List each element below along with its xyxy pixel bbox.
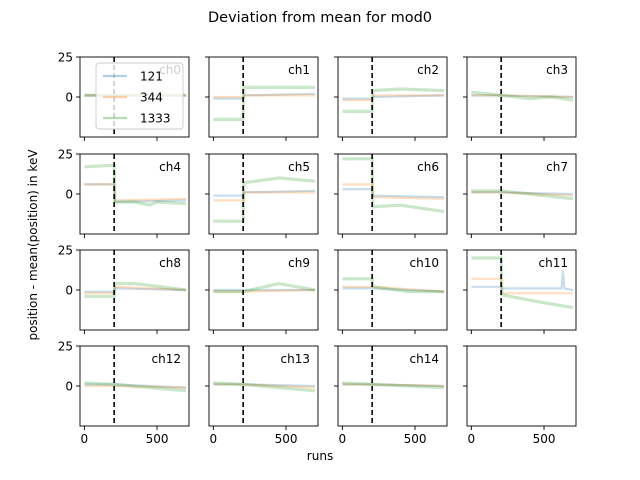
channel-label-ch4: ch4 [159,160,181,174]
legend-label-344: 344 [140,91,163,105]
channel-label-ch9: ch9 [288,256,310,270]
series-1333-line-ch12 [84,381,187,393]
panels-grid: ch0025ch1ch2ch3ch4025ch5ch6ch7ch8025ch9c… [58,51,577,446]
series-121-line-ch7 [471,191,574,196]
legend: 121 344 1333 [95,62,184,130]
channel-label-ch6: ch6 [417,160,439,174]
panel-ch11: ch11 [463,249,577,334]
series-121-line-ch6 [342,188,445,199]
y-tick-label: 25 [58,340,73,354]
series-121-line-ch12 [84,383,187,389]
x-tick-label: 500 [404,432,427,446]
series-344-line-ch4 [84,183,187,202]
y-axis-label: position - mean(position) in keV [26,149,40,341]
series-344-line-ch3 [471,94,574,99]
x-axis-label: runs [307,449,333,463]
channel-label-ch7: ch7 [546,160,568,174]
panel-ch4: ch4 0 25 [58,148,190,238]
y-tick-label: 25 [58,244,73,258]
series-1333-line-ch14 [342,381,445,390]
panel-ch2: ch2 [334,56,448,141]
series-121-line-ch4 [84,183,187,204]
panel-ch9: ch9 [205,249,319,334]
series-1333-line-ch1 [213,85,316,121]
y-tick-label: 0 [65,284,73,298]
series-1333-line-ch3 [471,90,574,102]
channel-label-ch8: ch8 [159,256,181,270]
y-tick-label: 25 [58,51,73,65]
x-tick-label: 500 [275,432,298,446]
channel-label-ch14: ch14 [410,352,439,366]
panel-ch8: ch8 0 25 [58,244,190,334]
y-tick-label: 0 [65,380,73,394]
series-1333-line-ch9 [213,282,316,294]
channel-label-ch1: ch1 [288,63,310,77]
x-tick-label: 0 [339,432,347,446]
channel-label-ch11: ch11 [539,256,568,270]
y-tick-label: 0 [65,91,73,105]
panel-ch5: ch5 [205,153,319,238]
channel-label-ch3: ch3 [546,63,568,77]
x-tick-label: 500 [146,432,169,446]
channel-label-ch12: ch12 [152,352,181,366]
panel-ch13: ch13 0 500 [205,345,319,446]
figure-title: Deviation from mean for mod0 [208,10,432,26]
legend-box [95,62,184,130]
legend-label-121: 121 [140,70,163,84]
series-344-line-ch1 [213,94,316,99]
panel-ch1: ch1 [205,56,319,141]
panel-empty: 0 500 [463,345,577,446]
panel-ch3: ch3 [463,56,577,141]
y-tick-label: 0 [65,188,73,202]
panel-ch7: ch7 [463,153,577,238]
x-tick-label: 0 [468,432,476,446]
x-tick-label: 0 [81,432,89,446]
series-121-line-ch3 [471,94,574,99]
panel-ch10: ch10 [334,249,448,334]
panel-ch14: ch14 0 500 [334,345,448,446]
y-tick-label: 25 [58,148,73,162]
channel-label-ch5: ch5 [288,160,310,174]
series-1333-line-ch13 [213,381,316,393]
channel-label-ch13: ch13 [281,352,310,366]
series-344-line-ch13 [213,383,316,389]
series-121-line-ch13 [213,383,316,388]
series-1333-line-ch7 [471,189,574,201]
channel-label-ch2: ch2 [417,63,439,77]
series-344-line-ch7 [471,191,574,197]
x-tick-label: 0 [210,432,218,446]
series-121-line-ch10 [342,287,445,293]
legend-label-1333: 1333 [140,112,171,126]
panel-ch6: ch6 [334,153,448,238]
x-tick-label: 500 [533,432,556,446]
series-121-line-ch14 [342,383,445,388]
series-344-line-ch14 [342,383,445,388]
channel-label-ch10: ch10 [410,256,439,270]
